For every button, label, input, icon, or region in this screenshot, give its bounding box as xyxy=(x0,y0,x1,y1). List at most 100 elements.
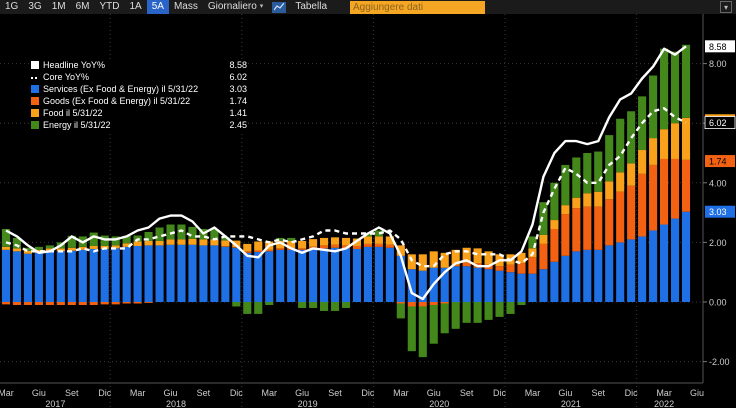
bar-services xyxy=(122,246,131,302)
period-button-3g[interactable]: 3G xyxy=(28,1,42,12)
bar-services xyxy=(627,239,636,302)
bar-services xyxy=(155,245,164,302)
frequency-label: Giornaliero xyxy=(207,1,257,12)
bar-services xyxy=(517,273,526,302)
bar-food xyxy=(210,239,219,246)
bar-goods xyxy=(616,191,625,243)
bar-energy xyxy=(418,306,427,358)
x-tick-label: Giu xyxy=(427,388,441,398)
bar-energy xyxy=(144,231,153,241)
y-tick-label: 4.00 xyxy=(709,178,727,188)
legend-item[interactable]: Goods (Ex Food & Energy) il 5/31/22 1.74 xyxy=(31,95,247,107)
legend-item[interactable]: Headline YoY% 8.58 xyxy=(31,59,247,71)
bar-energy xyxy=(232,302,241,307)
bar-energy xyxy=(550,182,559,221)
bar-goods xyxy=(352,245,362,249)
bar-food xyxy=(550,220,559,229)
chevron-down-icon[interactable]: ▾ xyxy=(720,1,732,13)
legend-label: Food il 5/31/22 xyxy=(43,108,103,118)
bar-food xyxy=(385,236,394,245)
bar-food xyxy=(56,248,65,252)
bar-services xyxy=(572,251,581,302)
bar-food xyxy=(594,191,603,207)
bar-services xyxy=(166,244,175,302)
legend-item[interactable]: Services (Ex Food & Energy) il 5/31/22 3.… xyxy=(31,83,247,95)
bar-services xyxy=(649,230,658,302)
headline-value-label-box xyxy=(705,40,735,53)
bar-services xyxy=(539,269,548,302)
x-tick-label: Giu xyxy=(295,388,309,398)
period-button-5a[interactable]: 5A xyxy=(146,0,169,14)
bar-services xyxy=(583,249,592,302)
bar-goods xyxy=(594,206,603,250)
period-button-1a[interactable]: 1A xyxy=(129,1,142,12)
bar-goods xyxy=(144,302,153,303)
bar-goods xyxy=(1,302,11,305)
bar-energy xyxy=(111,236,120,246)
bar-goods xyxy=(429,302,438,305)
bar-goods xyxy=(572,208,581,252)
bar-food xyxy=(199,239,208,246)
bar-services xyxy=(341,248,351,302)
x-year-label: 2019 xyxy=(298,399,318,408)
bar-food xyxy=(670,123,680,159)
bar-food xyxy=(605,181,614,200)
bar-food xyxy=(78,246,87,250)
period-button-6m[interactable]: 6M xyxy=(75,1,90,12)
bar-services xyxy=(594,249,603,302)
line-chart-icon[interactable] xyxy=(272,1,287,13)
bar-energy xyxy=(528,236,537,249)
bar-services xyxy=(407,269,416,302)
bar-food xyxy=(89,245,98,249)
period-button-ytd[interactable]: YTD xyxy=(99,1,120,12)
legend-item[interactable]: Core YoY% 6.02 xyxy=(31,71,247,83)
bar-energy xyxy=(210,228,219,240)
bar-food xyxy=(12,248,22,252)
frequency-dropdown[interactable]: Giornaliero ▾ xyxy=(203,0,268,14)
bar-services xyxy=(100,248,109,302)
bar-services xyxy=(56,251,65,302)
period-button-1m[interactable]: 1M xyxy=(51,1,66,12)
bar-services xyxy=(133,245,142,302)
bar-food xyxy=(363,236,372,244)
bar-services xyxy=(188,244,197,302)
bar-energy xyxy=(451,302,460,329)
x-tick-label: Mar xyxy=(130,388,146,398)
bar-energy xyxy=(462,302,471,323)
bar-food xyxy=(440,252,449,268)
y-tick-label: 8.00 xyxy=(709,59,727,69)
legend-swatch xyxy=(31,97,39,105)
legend-value: 6.02 xyxy=(229,72,247,82)
bar-energy xyxy=(122,235,131,244)
bar-goods xyxy=(232,247,241,248)
goods-value-label: 1.74 xyxy=(709,157,727,167)
table-button[interactable]: Tabella xyxy=(295,1,328,12)
bar-services xyxy=(221,246,230,302)
mass-button[interactable]: Mass xyxy=(173,1,198,12)
bar-food xyxy=(539,234,548,244)
headline-line xyxy=(5,45,687,301)
bar-energy xyxy=(177,224,186,240)
bar-goods xyxy=(583,206,592,250)
bar-goods xyxy=(221,246,230,247)
bar-goods xyxy=(539,243,548,270)
bar-services xyxy=(199,245,208,302)
bar-goods xyxy=(649,164,658,231)
bar-food xyxy=(681,117,691,160)
services-value-label-box xyxy=(705,205,735,218)
bar-goods xyxy=(45,302,54,305)
period-button-1g[interactable]: 1G xyxy=(5,1,19,12)
legend-item[interactable]: Food il 5/31/22 1.41 xyxy=(31,107,247,119)
bar-energy xyxy=(89,232,98,246)
bar-food xyxy=(572,197,581,209)
bar-energy xyxy=(681,44,691,118)
legend-swatch xyxy=(31,85,39,93)
legend-item[interactable]: Energy il 5/31/22 2.45 xyxy=(31,119,247,131)
bar-services xyxy=(78,249,87,302)
bar-services xyxy=(363,246,372,302)
bar-goods xyxy=(78,302,87,305)
x-tick-label: Mar xyxy=(0,388,14,398)
bar-services xyxy=(309,248,318,302)
add-data-input[interactable] xyxy=(350,0,486,14)
bar-goods xyxy=(407,302,416,307)
